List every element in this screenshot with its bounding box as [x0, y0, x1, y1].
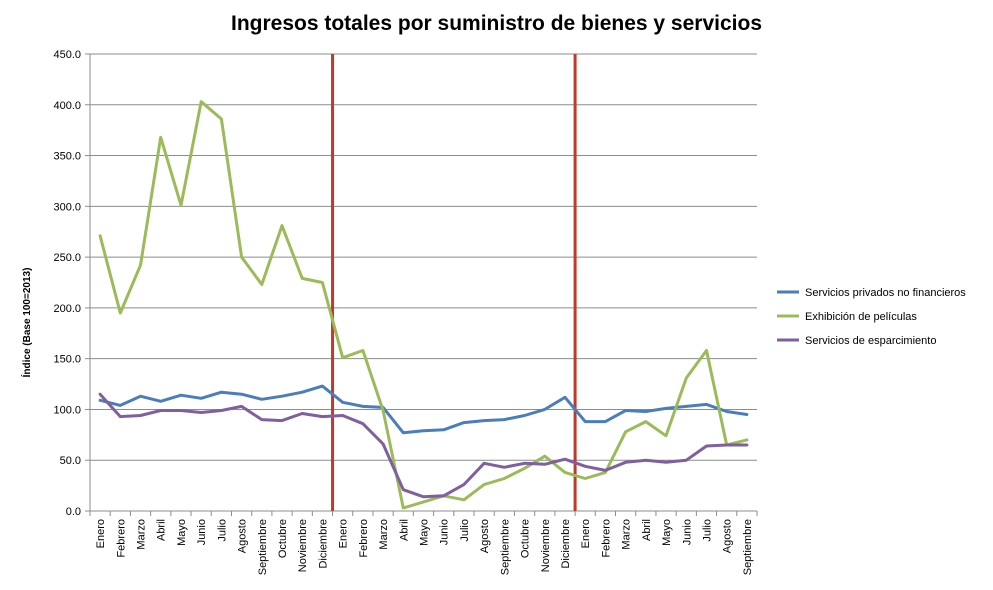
series-line-servicios-de-esparcimiento [98, 392, 749, 499]
axis-layer [85, 53, 758, 516]
x-tick-label: Noviembre [297, 519, 309, 572]
x-tick-label: Mayo [661, 519, 673, 546]
x-tick-label: Agosto [722, 519, 734, 553]
x-tick-label: Octubre [520, 519, 532, 558]
y-axis-label: Índice (Base 100=2013) [20, 268, 33, 378]
chart-title: Ingresos totales por suministro de biene… [230, 12, 762, 35]
legend-label-exhibicion-de-peliculas: Exhibición de películas [805, 311, 917, 323]
y-tick-label: 150.0 [53, 354, 81, 366]
x-tick-label: Diciembre [560, 519, 572, 569]
separator-layer [331, 54, 577, 511]
x-tick-label: Agosto [237, 519, 249, 553]
y-tick-label: 200.0 [53, 303, 81, 315]
x-tick-labels: Enero Febrero Marzo Abril Mayo Junio Julio Agos… [95, 519, 754, 575]
x-tick-label: Abril [398, 519, 410, 541]
y-tick-label: 350.0 [53, 151, 81, 163]
y-tick-label: 300.0 [53, 201, 81, 213]
x-tick-label: Junio [196, 519, 208, 545]
y-tick-label: 450.0 [53, 49, 81, 61]
grid-layer [90, 53, 757, 512]
x-tick-label: Marzo [621, 519, 633, 550]
x-tick-label: Abril [641, 519, 653, 541]
x-tick-label: Mayo [176, 519, 188, 546]
series-line-servicios-privados-no-financieros [98, 384, 749, 435]
x-tick-label: Enero [338, 519, 350, 548]
y-tick-labels: 0.0 50.0 100.0 150.0 200.0 250.0 300.0 350.0 400… [53, 49, 81, 518]
x-tick-label: Diciembre [317, 519, 329, 569]
x-tick-label: Julio [459, 519, 471, 542]
series-line-exhibicion-de-peliculas [98, 100, 749, 510]
x-tick-label: Enero [580, 519, 592, 548]
series-layer [98, 100, 749, 510]
x-tick-label: Julio [216, 519, 228, 542]
x-tick-label: Enero [95, 519, 107, 548]
x-tick-label: Junio [439, 519, 451, 545]
y-tick-label: 100.0 [53, 404, 81, 416]
x-tick-label: Septiembre [742, 519, 754, 575]
x-tick-label: Septiembre [257, 519, 269, 575]
legend-label-servicios-de-esparcimiento: Servicios de esparcimiento [805, 335, 936, 347]
x-tick-label: Abril [156, 519, 168, 541]
x-tick-label: Septiembre [499, 519, 511, 575]
y-tick-label: 50.0 [60, 455, 81, 467]
x-tick-label: Mayo [419, 519, 431, 546]
x-tick-label: Noviembre [540, 519, 552, 572]
legend: Servicios privados no financieros Exhibic… [777, 287, 966, 347]
x-tick-label: Marzo [378, 519, 390, 550]
x-tick-label: Junio [681, 519, 693, 545]
y-tick-label: 250.0 [53, 252, 81, 264]
x-tick-label: Febrero [115, 519, 127, 558]
x-tick-label: Marzo [136, 519, 148, 550]
x-tick-label: Febrero [358, 519, 370, 558]
x-tick-label: Julio [701, 519, 713, 542]
y-tick-label: 400.0 [53, 100, 81, 112]
x-tick-label: Agosto [479, 519, 491, 553]
x-tick-label: Octubre [277, 519, 289, 558]
y-tick-label: 0.0 [66, 506, 81, 518]
x-tick-label: Febrero [600, 519, 612, 558]
legend-label-servicios-privados-no-financieros: Servicios privados no financieros [805, 287, 966, 299]
